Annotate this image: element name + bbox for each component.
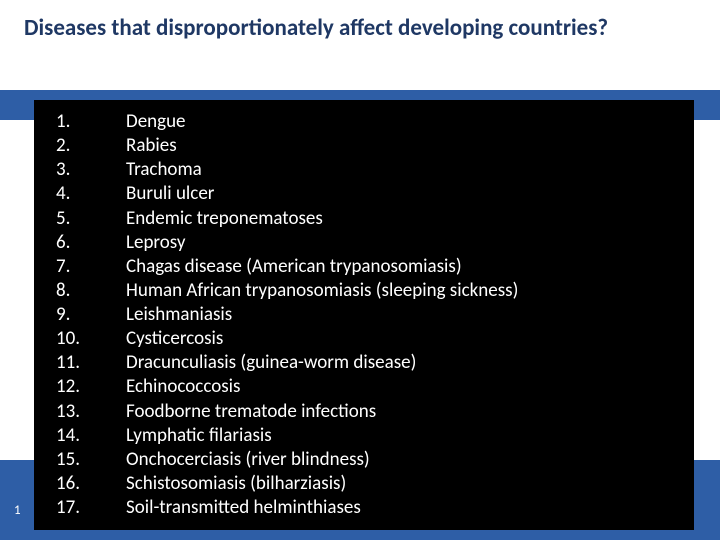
list-item-name: Buruli ulcer <box>126 182 676 206</box>
list-item: 3.Trachoma <box>56 158 676 182</box>
list-item: 5.Endemic treponematoses <box>56 207 676 231</box>
list-item-name: Soil-transmitted helminthiases <box>126 496 676 520</box>
list-item-name: Chagas disease (American trypanosomiasis… <box>126 255 676 279</box>
list-item-number: 6. <box>56 231 126 255</box>
list-item-name: Leprosy <box>126 231 676 255</box>
list-item: 17.Soil-transmitted helminthiases <box>56 496 676 520</box>
list-item-name: Foodborne trematode infections <box>126 400 676 424</box>
list-item-number: 9. <box>56 303 126 327</box>
list-item: 6.Leprosy <box>56 231 676 255</box>
list-item: 16.Schistosomiasis (bilharziasis) <box>56 472 676 496</box>
list-item: 1.Dengue <box>56 110 676 134</box>
list-item-number: 15. <box>56 448 126 472</box>
list-item: 15.Onchocerciasis (river blindness) <box>56 448 676 472</box>
list-item-number: 13. <box>56 400 126 424</box>
list-item-number: 2. <box>56 134 126 158</box>
list-item-name: Lymphatic filariasis <box>126 424 676 448</box>
list-item-name: Leishmaniasis <box>126 303 676 327</box>
list-item: 10.Cysticercosis <box>56 327 676 351</box>
list-item: 2.Rabies <box>56 134 676 158</box>
list-item-name: Onchocerciasis (river blindness) <box>126 448 676 472</box>
list-item: 9.Leishmaniasis <box>56 303 676 327</box>
list-item-number: 7. <box>56 255 126 279</box>
list-item-name: Dracunculiasis (guinea-worm disease) <box>126 351 676 375</box>
list-item-name: Endemic treponematoses <box>126 207 676 231</box>
list-item-name: Echinococcosis <box>126 375 676 399</box>
slide-number: 1 <box>14 503 21 518</box>
list-item: 7.Chagas disease (American trypanosomias… <box>56 255 676 279</box>
list-item-number: 5. <box>56 207 126 231</box>
list-item-name: Schistosomiasis (bilharziasis) <box>126 472 676 496</box>
list-item-name: Trachoma <box>126 158 676 182</box>
list-item: 4.Buruli ulcer <box>56 182 676 206</box>
list-item-number: 4. <box>56 182 126 206</box>
list-item-number: 14. <box>56 424 126 448</box>
list-item: 8.Human African trypanosomiasis (sleepin… <box>56 279 676 303</box>
list-item: 13.Foodborne trematode infections <box>56 400 676 424</box>
list-item-name: Dengue <box>126 110 676 134</box>
list-item-name: Rabies <box>126 134 676 158</box>
slide-title: Diseases that disproportionately affect … <box>0 0 720 55</box>
list-item-number: 17. <box>56 496 126 520</box>
list-item-number: 11. <box>56 351 126 375</box>
list-item-name: Human African trypanosomiasis (sleeping … <box>126 279 676 303</box>
list-item: 12.Echinococcosis <box>56 375 676 399</box>
list-item-number: 10. <box>56 327 126 351</box>
list-item-name: Cysticercosis <box>126 327 676 351</box>
list-item-number: 3. <box>56 158 126 182</box>
list-item: 14.Lymphatic filariasis <box>56 424 676 448</box>
disease-list-box: 1.Dengue2.Rabies3.Trachoma4.Buruli ulcer… <box>34 100 694 530</box>
list-item-number: 8. <box>56 279 126 303</box>
list-item: 11.Dracunculiasis (guinea-worm disease) <box>56 351 676 375</box>
list-item-number: 16. <box>56 472 126 496</box>
list-item-number: 1. <box>56 110 126 134</box>
list-item-number: 12. <box>56 375 126 399</box>
